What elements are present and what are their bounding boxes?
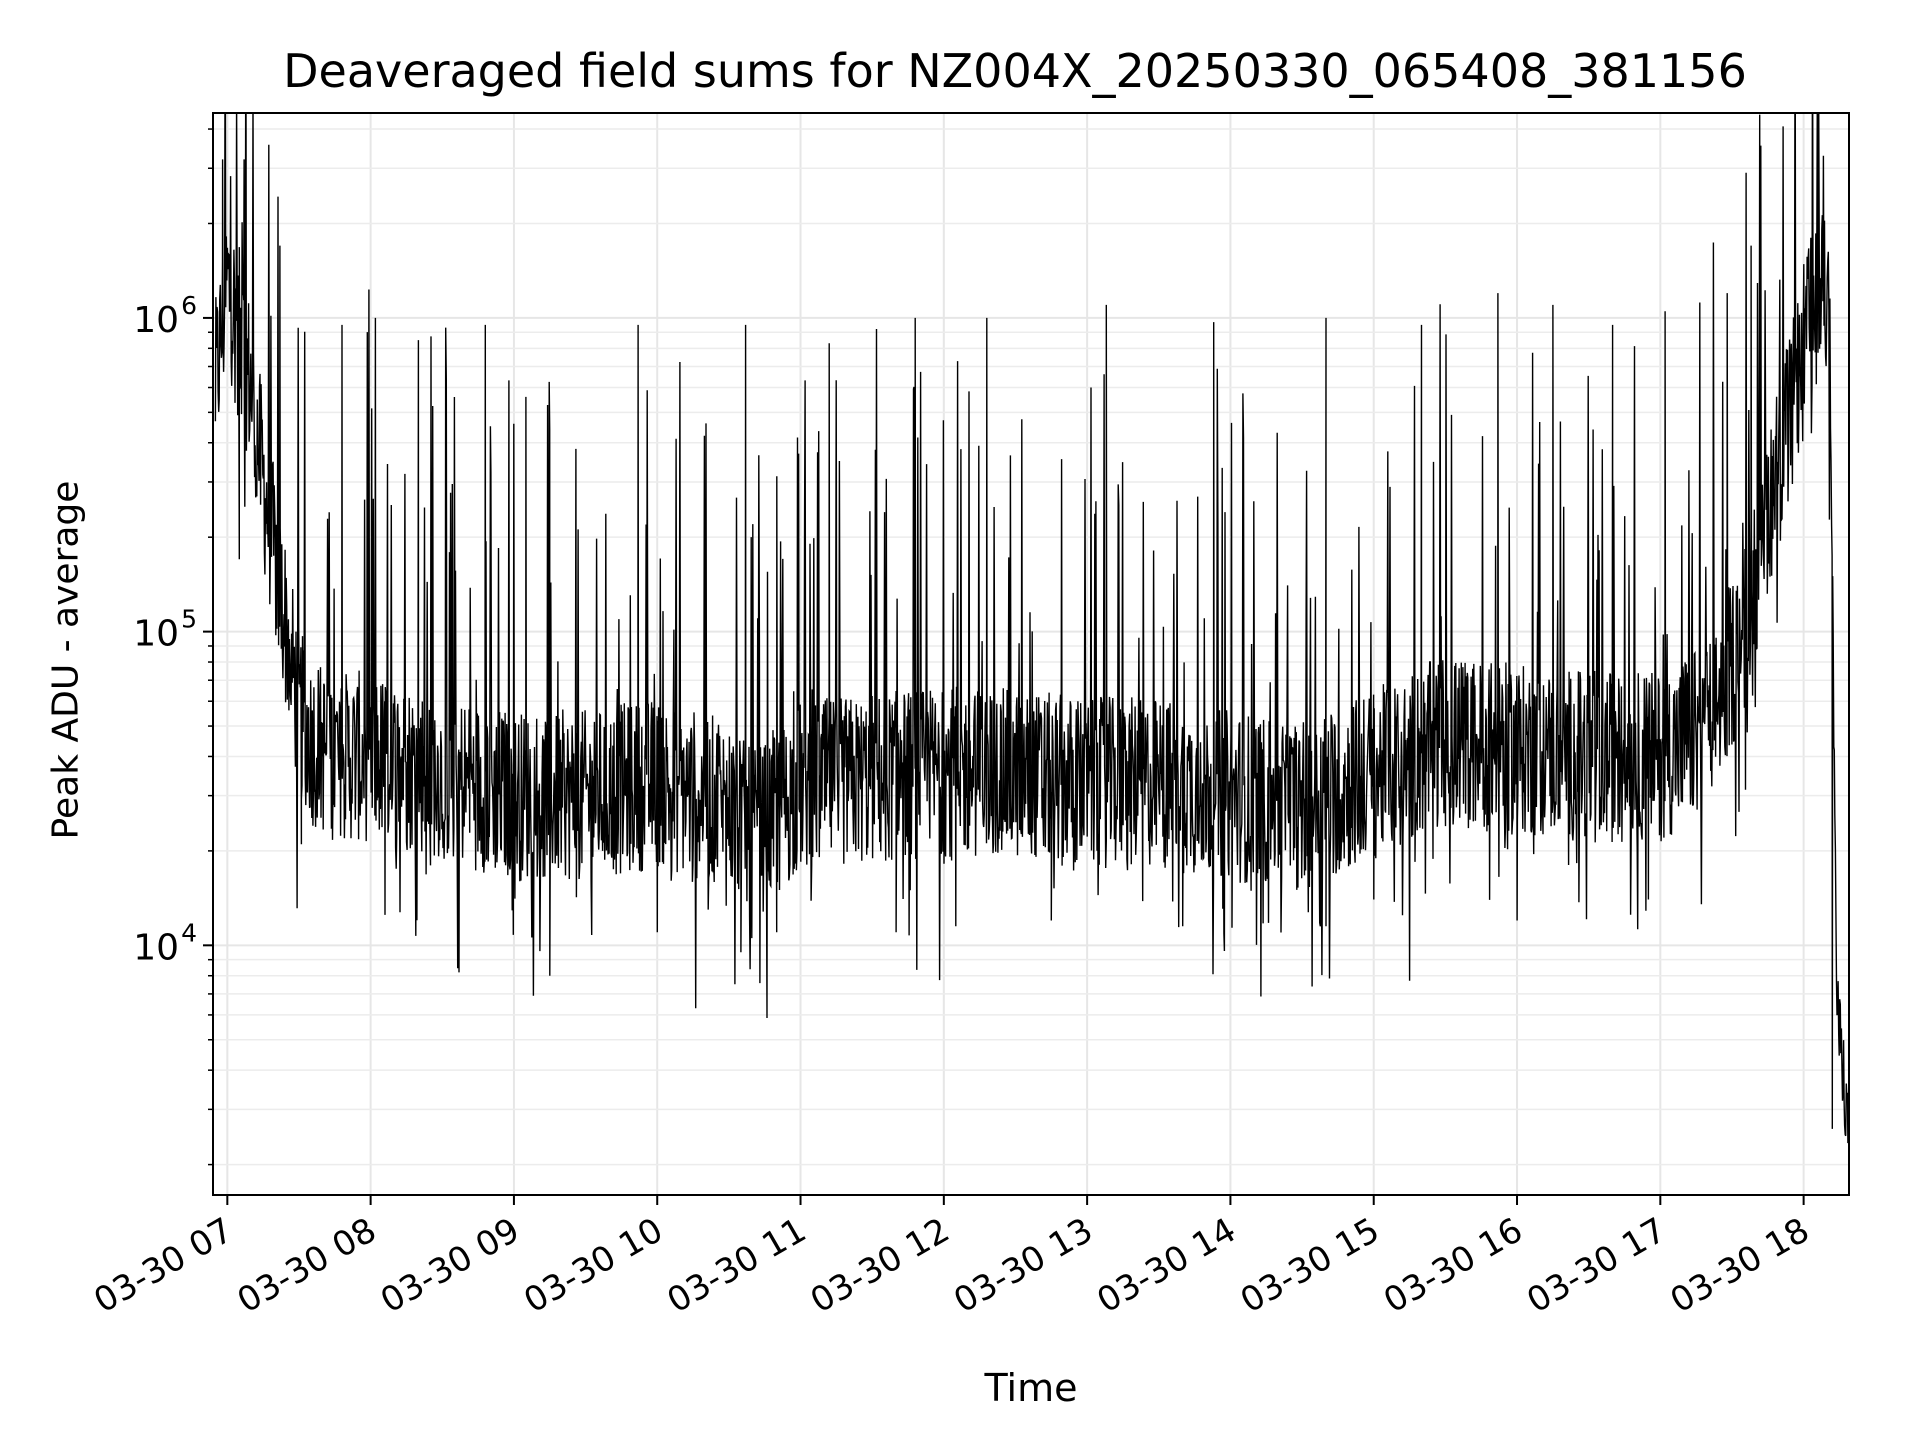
y-tick-base: 10 — [133, 614, 179, 655]
y-tick-exponent: 5 — [181, 605, 197, 634]
x-tick-label: 03-30 12 — [804, 1210, 956, 1321]
x-tick-label: 03-30 08 — [231, 1210, 383, 1321]
x-axis-label: Time — [984, 1366, 1078, 1410]
x-tick-label: 03-30 11 — [661, 1210, 813, 1321]
x-tick-label: 03-30 14 — [1091, 1210, 1243, 1321]
y-tick-label: 10 — [133, 927, 179, 968]
grid-layer — [213, 113, 1849, 1195]
y-tick-base: 10 — [133, 300, 179, 341]
y-tick-label: 10 — [133, 300, 179, 341]
x-tick-label: 03-30 17 — [1520, 1210, 1672, 1321]
y-tick-label: 10 — [133, 614, 179, 655]
x-tick-label: 03-30 07 — [87, 1210, 239, 1321]
x-tick-label: 03-30 16 — [1377, 1210, 1529, 1321]
x-tick-label: 03-30 09 — [374, 1210, 526, 1321]
y-tick-base: 10 — [133, 927, 179, 968]
series-layer — [214, 113, 1849, 1165]
x-tick-label: 03-30 18 — [1664, 1210, 1816, 1321]
x-tick-label: 03-30 15 — [1234, 1210, 1386, 1321]
x-tick-label: 03-30 13 — [947, 1210, 1099, 1321]
chart-title: Deaveraged field sums for NZ004X_2025033… — [283, 44, 1747, 98]
plot-frame — [212, 112, 1850, 1196]
y-axis-label: Peak ADU - average — [45, 480, 87, 840]
x-tick-label: 03-30 10 — [517, 1210, 669, 1321]
y-tick-exponent: 4 — [181, 918, 197, 947]
series-line — [214, 113, 1849, 1165]
y-tick-exponent: 6 — [181, 291, 197, 320]
